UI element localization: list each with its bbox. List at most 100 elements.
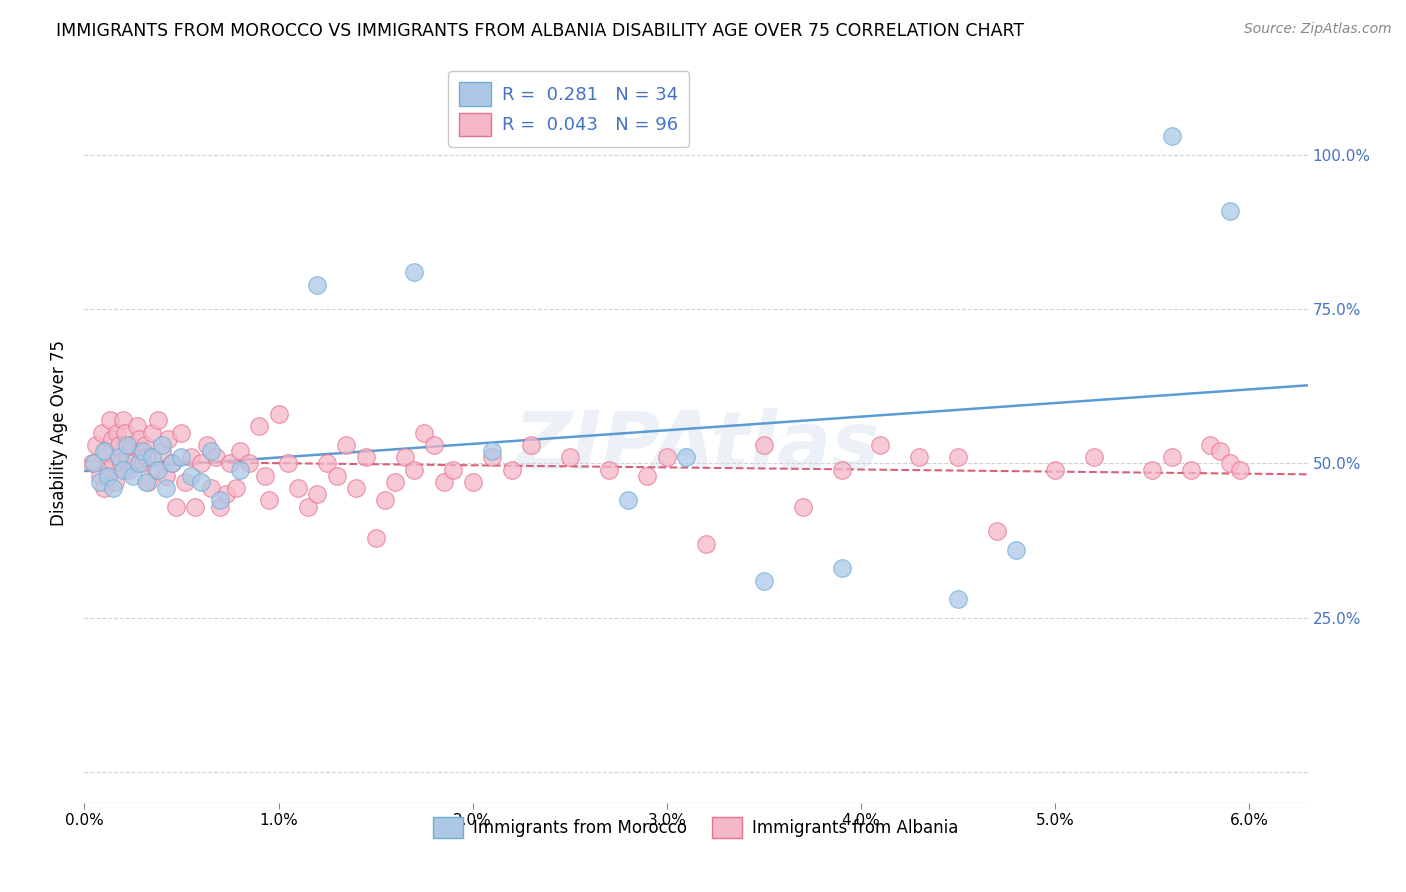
Point bbox=[215, 487, 238, 501]
Point bbox=[598, 462, 620, 476]
Point bbox=[131, 444, 153, 458]
Point bbox=[1005, 542, 1028, 557]
Point bbox=[155, 468, 177, 483]
Point bbox=[675, 450, 697, 465]
Point bbox=[174, 475, 197, 489]
Point bbox=[150, 438, 173, 452]
Point bbox=[93, 481, 115, 495]
Point bbox=[200, 481, 222, 495]
Point bbox=[112, 462, 135, 476]
Point bbox=[170, 450, 193, 465]
Point bbox=[277, 457, 299, 471]
Point bbox=[160, 457, 183, 471]
Point bbox=[90, 425, 112, 440]
Point bbox=[97, 462, 120, 476]
Point bbox=[335, 438, 357, 452]
Point bbox=[461, 475, 484, 489]
Point bbox=[180, 468, 202, 483]
Point bbox=[135, 450, 157, 465]
Point bbox=[344, 481, 367, 495]
Point bbox=[219, 457, 242, 471]
Point bbox=[316, 457, 339, 471]
Point bbox=[228, 444, 250, 458]
Point bbox=[205, 450, 228, 465]
Point bbox=[792, 500, 814, 514]
Y-axis label: Disability Age Over 75: Disability Age Over 75 bbox=[51, 340, 69, 525]
Point bbox=[752, 574, 775, 588]
Point bbox=[128, 457, 150, 471]
Point bbox=[146, 462, 169, 476]
Point bbox=[89, 475, 111, 489]
Point bbox=[1199, 438, 1222, 452]
Point bbox=[267, 407, 290, 421]
Text: IMMIGRANTS FROM MOROCCO VS IMMIGRANTS FROM ALBANIA DISABILITY AGE OVER 75 CORREL: IMMIGRANTS FROM MOROCCO VS IMMIGRANTS FR… bbox=[56, 22, 1025, 40]
Point bbox=[384, 475, 406, 489]
Point bbox=[1229, 462, 1251, 476]
Point bbox=[209, 500, 232, 514]
Point bbox=[404, 462, 426, 476]
Point bbox=[120, 438, 142, 452]
Point bbox=[1209, 444, 1232, 458]
Point bbox=[82, 457, 104, 471]
Point bbox=[156, 432, 179, 446]
Point bbox=[831, 561, 853, 575]
Point bbox=[180, 450, 202, 465]
Point bbox=[93, 444, 115, 458]
Point bbox=[141, 450, 163, 465]
Point bbox=[150, 444, 173, 458]
Point bbox=[326, 468, 349, 483]
Point bbox=[94, 444, 117, 458]
Point bbox=[364, 531, 387, 545]
Point bbox=[228, 462, 250, 476]
Point bbox=[394, 450, 416, 465]
Point bbox=[1180, 462, 1202, 476]
Point bbox=[195, 438, 218, 452]
Point bbox=[98, 413, 121, 427]
Point bbox=[481, 450, 503, 465]
Point bbox=[115, 438, 138, 452]
Point bbox=[122, 457, 145, 471]
Point bbox=[1219, 203, 1241, 218]
Point bbox=[752, 438, 775, 452]
Point bbox=[558, 450, 581, 465]
Point bbox=[122, 468, 145, 483]
Point bbox=[986, 524, 1008, 539]
Point bbox=[225, 481, 247, 495]
Point bbox=[441, 462, 464, 476]
Point bbox=[946, 592, 969, 607]
Point bbox=[108, 450, 131, 465]
Point bbox=[155, 481, 177, 495]
Point bbox=[520, 438, 543, 452]
Point bbox=[636, 468, 658, 483]
Point bbox=[307, 487, 329, 501]
Point bbox=[238, 457, 260, 471]
Point bbox=[134, 438, 156, 452]
Point bbox=[125, 419, 148, 434]
Legend: Immigrants from Morocco, Immigrants from Albania: Immigrants from Morocco, Immigrants from… bbox=[425, 808, 967, 847]
Point bbox=[131, 457, 153, 471]
Point bbox=[129, 444, 152, 458]
Point bbox=[114, 425, 136, 440]
Point bbox=[104, 475, 127, 489]
Point bbox=[83, 457, 105, 471]
Point bbox=[432, 475, 454, 489]
Point bbox=[190, 475, 212, 489]
Point bbox=[115, 450, 138, 465]
Point bbox=[404, 265, 426, 279]
Point bbox=[297, 500, 319, 514]
Point bbox=[1083, 450, 1105, 465]
Point bbox=[165, 500, 187, 514]
Point bbox=[695, 536, 717, 550]
Point bbox=[655, 450, 678, 465]
Point bbox=[253, 468, 276, 483]
Point bbox=[1160, 129, 1182, 144]
Point bbox=[141, 425, 163, 440]
Point bbox=[869, 438, 891, 452]
Point bbox=[110, 457, 132, 471]
Text: ZIPAtlas: ZIPAtlas bbox=[513, 409, 879, 486]
Point bbox=[287, 481, 309, 495]
Point bbox=[89, 468, 111, 483]
Point bbox=[307, 277, 329, 292]
Point bbox=[118, 462, 141, 476]
Point bbox=[97, 468, 120, 483]
